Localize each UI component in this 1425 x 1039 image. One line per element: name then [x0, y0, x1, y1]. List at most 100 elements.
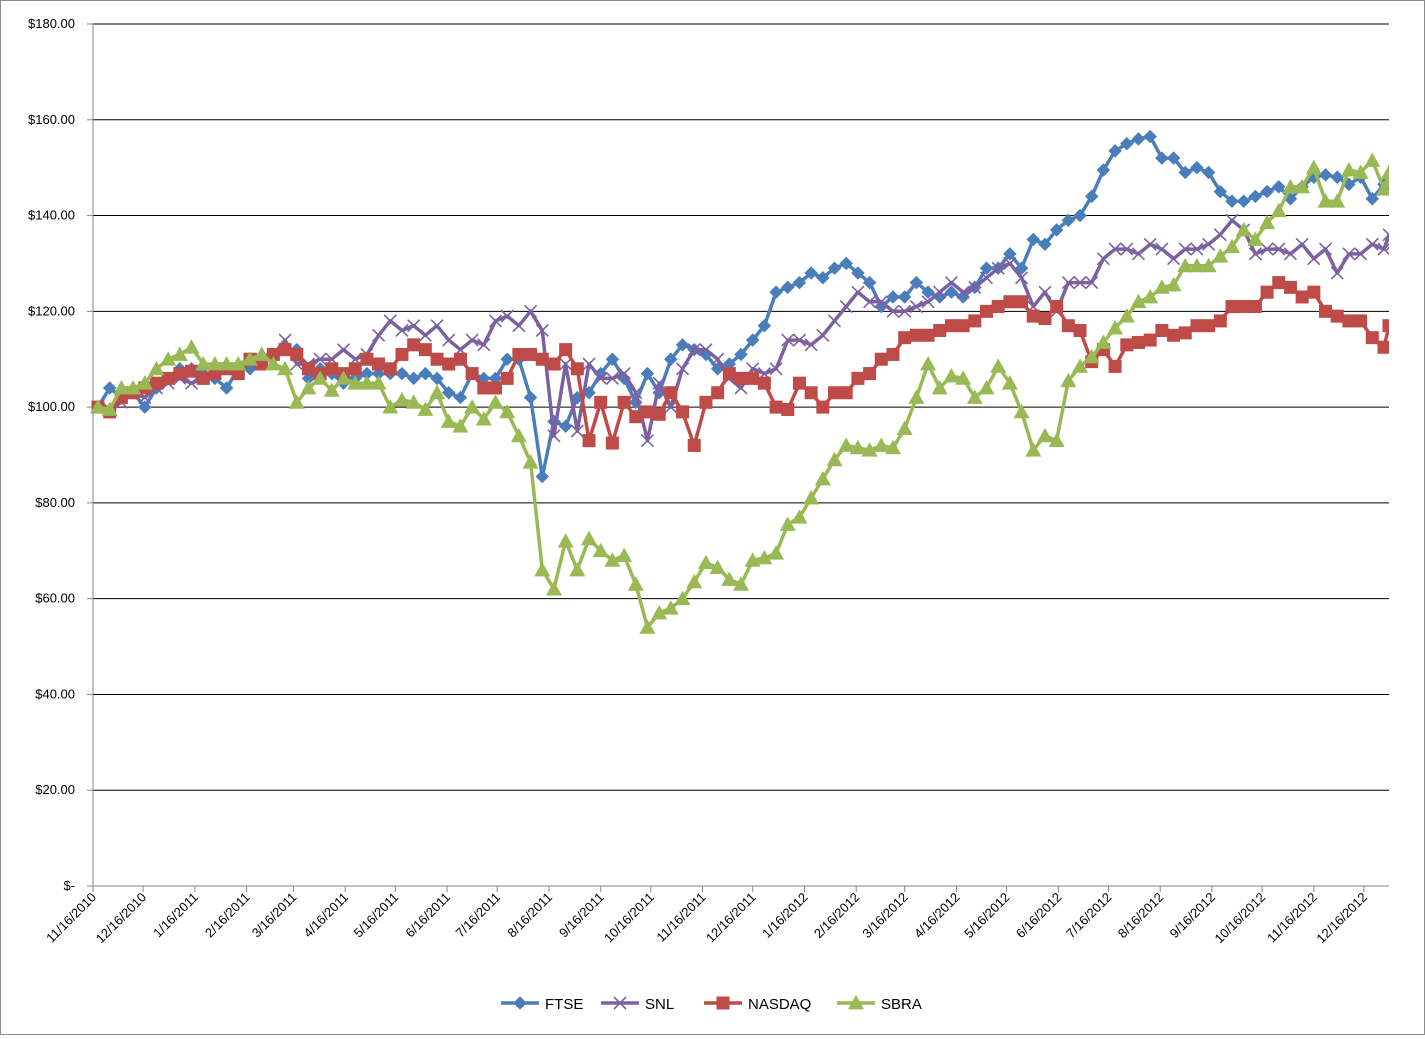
data-point-nasdaq [570, 362, 584, 376]
x-marker-stroke [991, 261, 1005, 275]
data-point-sbra [1188, 257, 1205, 273]
data-point-sbra [1340, 162, 1357, 177]
data-point-ftse [500, 352, 515, 367]
data-point-nasdaq [781, 403, 795, 417]
data-point-nasdaq [161, 371, 175, 385]
data-point-snl [1073, 276, 1087, 290]
data-point-sbra [955, 370, 972, 385]
data-point-ftse [1248, 189, 1263, 204]
data-point-snl [1166, 252, 1181, 266]
x-marker-stroke [570, 424, 584, 438]
series-nasdaq [91, 276, 1389, 452]
data-point-nasdaq [1108, 359, 1122, 373]
data-point-sbra [814, 470, 831, 486]
data-point-ftse [944, 285, 959, 300]
x-marker-stroke [605, 371, 619, 385]
data-point-nasdaq [851, 371, 865, 385]
data-point-nasdaq [652, 407, 666, 421]
data-point-nasdaq [1307, 285, 1321, 299]
data-point-sbra [1001, 375, 1018, 390]
data-point-snl [816, 328, 830, 342]
data-point-ftse [909, 275, 924, 290]
data-point-snl [769, 362, 783, 376]
data-point-nasdaq [1248, 300, 1262, 314]
data-point-nasdaq [711, 386, 725, 400]
data-point-nasdaq [769, 400, 783, 414]
data-point-nasdaq [442, 357, 456, 371]
data-point-snl [827, 314, 842, 328]
data-point-sbra [358, 375, 375, 390]
data-point-snl [372, 328, 386, 342]
x-marker-stroke [594, 371, 608, 385]
data-point-nasdaq [757, 376, 771, 390]
x-marker-stroke [1272, 242, 1286, 256]
data-point-nasdaq [1073, 323, 1087, 337]
data-point-sbra [440, 413, 457, 428]
x-marker-stroke [395, 323, 409, 338]
x-marker-stroke [863, 295, 877, 309]
data-point-sbra [183, 339, 200, 354]
data-point-ftse [535, 469, 550, 484]
data-point-ftse [827, 261, 842, 276]
data-point-nasdaq [1038, 312, 1052, 326]
data-point-ftse [1365, 191, 1380, 206]
y-tick-label: $180.00 [28, 16, 75, 31]
data-point-snl [711, 352, 725, 366]
data-point-ftse [1003, 247, 1017, 261]
x-marker-stroke [804, 338, 818, 352]
data-point-sbra [557, 533, 574, 548]
data-point-sbra [616, 547, 633, 562]
data-point-sbra [1305, 159, 1322, 175]
x-marker-stroke [1330, 266, 1344, 280]
data-point-nasdaq [1120, 338, 1134, 352]
x-marker-stroke [383, 314, 397, 328]
data-point-nasdaq [383, 362, 397, 376]
data-point-snl [652, 376, 666, 390]
data-point-nasdaq [722, 367, 736, 381]
x-tick-label: 7/16/2011 [452, 890, 503, 941]
data-point-snl [430, 319, 444, 333]
data-point-sbra [1013, 403, 1030, 419]
data-point-snl [524, 304, 538, 318]
x-marker-stroke [699, 343, 713, 357]
data-point-snl [1178, 242, 1192, 256]
data-point-ftse [664, 352, 678, 367]
x-marker-stroke [1015, 271, 1029, 285]
x-tick-label: 10/16/2012 [1212, 890, 1269, 947]
x-marker-stroke [1178, 242, 1192, 256]
y-tick-label: $60.00 [35, 591, 75, 606]
data-point-sbra [826, 451, 843, 467]
data-point-nasdaq [898, 331, 912, 345]
data-point-sbra [545, 581, 562, 596]
data-point-ftse [921, 285, 935, 300]
x-tick-label: 2/16/2011 [202, 890, 253, 941]
x-tick-label: 1/16/2011 [150, 890, 201, 941]
data-point-sbra [838, 437, 855, 452]
data-point-snl [1248, 247, 1262, 261]
x-tick-label: 6/16/2012 [1013, 890, 1065, 942]
x-tick-label: 10/16/2011 [601, 890, 657, 946]
data-point-ftse [815, 270, 830, 285]
data-point-snl [1307, 252, 1321, 266]
data-point-ftse [1201, 165, 1216, 180]
data-point-snl [1155, 242, 1169, 256]
data-point-ftse [780, 280, 795, 295]
data-point-snl [1038, 285, 1052, 299]
x-marker-stroke [1318, 242, 1333, 256]
data-point-sbra [849, 439, 866, 455]
data-point-sbra [674, 590, 691, 606]
data-point-sbra [569, 561, 586, 577]
data-point-snl [1272, 242, 1286, 256]
data-point-ftse [1260, 184, 1274, 199]
data-point-ftse [675, 338, 690, 352]
data-point-sbra [943, 367, 960, 383]
series-sbra [90, 152, 1389, 634]
data-point-snl [944, 276, 958, 290]
data-point-sbra [791, 509, 808, 524]
data-point-nasdaq [956, 319, 970, 333]
x-marker-stroke [664, 400, 678, 414]
data-point-nasdaq [407, 338, 421, 352]
data-point-sbra [1118, 308, 1135, 323]
data-point-sbra [978, 379, 995, 395]
x-marker-stroke [372, 328, 386, 342]
